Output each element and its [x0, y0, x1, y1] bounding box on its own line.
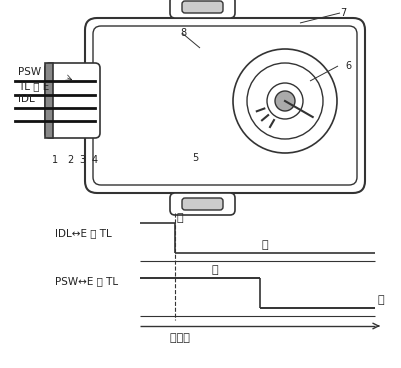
- Text: IDL↔E 或 TL: IDL↔E 或 TL: [55, 228, 111, 238]
- Text: 5: 5: [191, 153, 198, 163]
- Text: 2: 2: [67, 155, 73, 165]
- Circle shape: [233, 49, 336, 153]
- FancyBboxPatch shape: [170, 193, 235, 215]
- Text: 节气门: 节气门: [170, 333, 193, 343]
- Bar: [45, 63, 53, 138]
- FancyBboxPatch shape: [85, 18, 364, 193]
- Text: 7: 7: [339, 8, 345, 18]
- FancyBboxPatch shape: [170, 0, 235, 18]
- FancyBboxPatch shape: [45, 63, 100, 138]
- Text: 6: 6: [344, 61, 350, 71]
- Text: 3: 3: [79, 155, 85, 165]
- Text: 断: 断: [211, 265, 218, 275]
- Text: 断: 断: [261, 240, 267, 250]
- Text: PSW↔E 或 TL: PSW↔E 或 TL: [55, 276, 118, 286]
- Text: 4: 4: [92, 155, 98, 165]
- Circle shape: [274, 91, 294, 111]
- Circle shape: [246, 63, 322, 139]
- FancyBboxPatch shape: [93, 26, 356, 185]
- Text: 8: 8: [180, 28, 186, 38]
- Circle shape: [266, 83, 302, 119]
- FancyBboxPatch shape: [182, 1, 223, 13]
- Text: TL 或 E: TL 或 E: [18, 81, 49, 91]
- Text: 通: 通: [377, 295, 384, 305]
- Text: 通: 通: [176, 213, 183, 223]
- FancyBboxPatch shape: [182, 198, 223, 210]
- Text: 1: 1: [52, 155, 58, 165]
- Text: PSW: PSW: [18, 67, 41, 77]
- Text: IDL: IDL: [18, 94, 34, 104]
